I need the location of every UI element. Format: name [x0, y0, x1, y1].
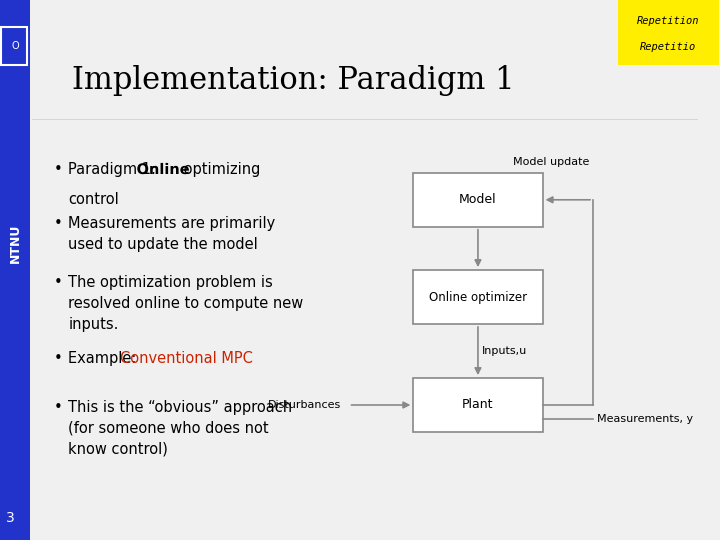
Text: Model update: Model update: [513, 157, 590, 167]
FancyBboxPatch shape: [413, 378, 543, 432]
Bar: [618, 0, 719, 65]
Text: The optimization problem is
resolved online to compute new
inputs.: The optimization problem is resolved onl…: [68, 275, 304, 333]
Text: •: •: [54, 400, 63, 415]
Text: Online: Online: [137, 162, 190, 177]
Text: Conventional MPC: Conventional MPC: [120, 351, 253, 366]
Text: optimizing: optimizing: [179, 162, 261, 177]
Text: Disturbances: Disturbances: [268, 400, 341, 410]
Text: Repetition: Repetition: [637, 16, 700, 26]
Text: Measurements, y: Measurements, y: [597, 414, 693, 423]
Text: 3: 3: [6, 511, 15, 525]
Text: •: •: [54, 275, 63, 291]
Text: NTNU: NTNU: [9, 224, 22, 262]
Text: Inputs,u: Inputs,u: [482, 346, 527, 356]
Bar: [0, 0, 30, 540]
Text: Paradigm 1:: Paradigm 1:: [68, 162, 161, 177]
FancyBboxPatch shape: [413, 270, 543, 324]
Text: Measurements are primarily
used to update the model: Measurements are primarily used to updat…: [68, 216, 276, 252]
Text: •: •: [54, 162, 63, 177]
Text: •: •: [54, 351, 63, 366]
Bar: [1, 27, 27, 65]
Text: control: control: [68, 192, 119, 207]
Text: •: •: [54, 216, 63, 231]
Text: Implementation: Paradigm 1: Implementation: Paradigm 1: [72, 65, 515, 97]
Text: Repetitio: Repetitio: [640, 42, 696, 52]
Text: This is the “obvious” approach
(for someone who does not
know control): This is the “obvious” approach (for some…: [68, 400, 292, 457]
Text: Example:: Example:: [68, 351, 141, 366]
Text: Plant: Plant: [462, 399, 494, 411]
Text: O: O: [12, 41, 19, 51]
Text: Model: Model: [459, 193, 497, 206]
Text: Online optimizer: Online optimizer: [429, 291, 527, 303]
FancyBboxPatch shape: [413, 173, 543, 227]
